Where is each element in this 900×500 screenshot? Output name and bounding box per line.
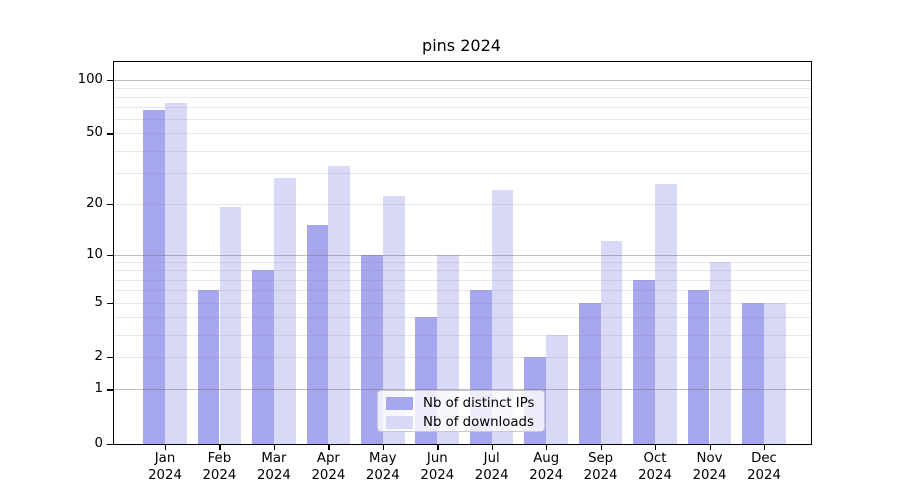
x-tick-label-aug: Aug 2024 <box>529 451 564 483</box>
x-tick-may <box>382 444 385 450</box>
x-tick-label-dec: Dec 2024 <box>747 451 781 483</box>
x-tick-label-oct: Oct 2024 <box>638 451 672 483</box>
bar-distinct-ips-oct <box>633 279 656 444</box>
bar-downloads-oct <box>655 183 677 444</box>
bar-downloads-nov <box>709 262 732 444</box>
bars-layer <box>114 62 811 444</box>
legend-swatch-distinct_ips <box>386 397 413 410</box>
x-tick-jan <box>165 444 167 450</box>
legend: Nb of distinct IPs Nb of downloads <box>377 390 545 432</box>
x-tick-label-may: May 2024 <box>365 451 400 483</box>
y-tick-label-5: 5 <box>94 294 103 310</box>
x-tick-label-jul: Jul 2024 <box>474 451 509 483</box>
bar-downloads-mar <box>273 178 296 444</box>
x-tick-label-sep: Sep 2024 <box>583 451 618 483</box>
chart-title: pins 2024 <box>422 36 501 55</box>
bar-distinct-ips-nov <box>687 290 710 444</box>
bar-downloads-jan <box>165 103 187 444</box>
bar-distinct-ips-feb <box>197 290 220 444</box>
y-tick-1 <box>107 389 113 391</box>
y-tick-label-20: 20 <box>86 195 103 211</box>
legend-label-distinct_ips: Nb of distinct IPs <box>423 396 535 411</box>
bar-downloads-feb <box>219 207 242 444</box>
x-tick-label-mar: Mar 2024 <box>256 451 291 483</box>
x-tick-mar <box>273 444 276 450</box>
y-tick-label-1: 1 <box>94 381 103 397</box>
y-tick-label-100: 100 <box>77 71 103 87</box>
bar-downloads-aug <box>546 334 568 444</box>
bar-downloads-may <box>382 196 405 444</box>
bar-downloads-jul <box>491 189 514 444</box>
x-tick-oct <box>655 444 657 450</box>
y-tick-label-0: 0 <box>94 436 103 451</box>
x-tick-label-jun: Jun 2024 <box>420 451 455 483</box>
legend-row-downloads: Nb of downloads <box>378 414 544 431</box>
y-tick-label-10: 10 <box>86 246 103 262</box>
y-tick-0 <box>107 444 113 446</box>
y-tick-5 <box>107 302 113 304</box>
x-tick-feb <box>219 444 221 450</box>
x-tick-jul <box>491 444 493 450</box>
legend-swatch-downloads <box>386 416 413 429</box>
y-tick-20 <box>107 203 113 205</box>
x-tick-label-feb: Feb 2024 <box>202 451 237 483</box>
y-tick-label-2: 2 <box>94 349 103 365</box>
bar-distinct-ips-mar <box>252 270 274 444</box>
plot-area <box>113 61 812 445</box>
bar-downloads-sep <box>600 241 623 444</box>
x-tick-apr <box>328 444 330 450</box>
bar-distinct-ips-sep <box>578 302 601 444</box>
y-tick-2 <box>107 357 113 359</box>
x-tick-label-apr: Apr 2024 <box>311 451 346 483</box>
bar-downloads-dec <box>764 302 786 444</box>
x-tick-label-nov: Nov 2024 <box>692 451 727 483</box>
legend-row-distinct_ips: Nb of distinct IPs <box>378 395 544 412</box>
x-tick-nov <box>709 444 711 450</box>
y-tick-50 <box>107 133 113 135</box>
x-tick-sep <box>600 444 602 450</box>
y-tick-10 <box>107 254 113 256</box>
y-tick-label-50: 50 <box>86 125 103 141</box>
x-tick-jun <box>437 444 439 450</box>
bar-distinct-ips-apr <box>306 225 329 444</box>
bar-distinct-ips-dec <box>742 302 764 444</box>
x-tick-aug <box>546 444 548 450</box>
bar-distinct-ips-jan <box>143 109 165 444</box>
bar-downloads-apr <box>328 165 351 444</box>
legend-label-downloads: Nb of downloads <box>423 415 534 430</box>
x-tick-label-jan: Jan 2024 <box>148 451 182 483</box>
y-tick-100 <box>107 79 113 81</box>
x-tick-dec <box>764 444 766 450</box>
